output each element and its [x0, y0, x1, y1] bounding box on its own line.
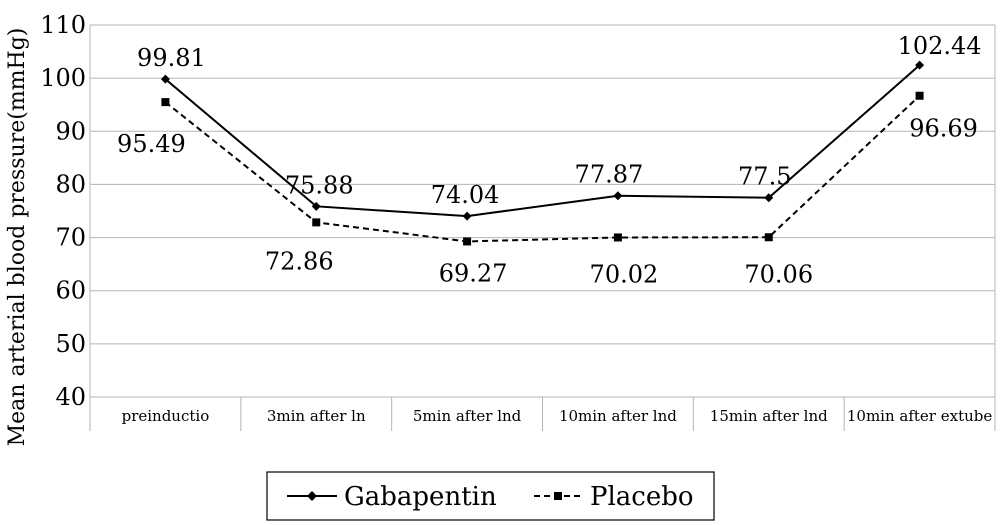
data-point-placebo [613, 233, 622, 242]
y-tick-label: 50 [55, 330, 86, 358]
data-point-placebo [915, 91, 924, 100]
data-label-placebo: 70.02 [590, 260, 659, 288]
y-tick-label: 70 [55, 224, 86, 252]
y-tick-label: 110 [40, 11, 86, 39]
data-point-gabapentin [311, 201, 321, 211]
data-label-placebo: 72.86 [265, 247, 334, 275]
legend-marker-placebo [554, 492, 562, 500]
data-point-gabapentin [462, 211, 472, 221]
data-label-placebo: 96.69 [909, 115, 978, 143]
x-tick-label: 10min after lnd [559, 407, 677, 425]
y-tick-label: 100 [40, 64, 86, 92]
y-axis-title: Mean arterial blood pressure(mmHg) [5, 28, 30, 447]
data-label-gabapentin: 77.5 [738, 163, 791, 191]
legend-label-gabapentin: Gabapentin [344, 482, 497, 512]
series-line-placebo [164, 95, 921, 243]
series-group [160, 60, 925, 246]
legend-marker-gabapentin [307, 491, 317, 501]
data-label-gabapentin: 99.81 [137, 44, 206, 72]
data-label-gabapentin: 74.04 [431, 181, 500, 209]
y-tick-label: 90 [55, 117, 86, 145]
legend-box [266, 471, 715, 521]
legend: Gabapentin Placebo [266, 471, 715, 521]
data-point-placebo [764, 233, 773, 242]
data-label-placebo: 95.49 [117, 130, 186, 158]
legend-label-placebo: Placebo [590, 482, 694, 512]
x-axis-ticks: preinductio 3min after ln 5min after lnd 10… [89, 397, 996, 431]
y-tick-label: 60 [55, 277, 86, 305]
y-tick-label: 40 [55, 383, 86, 411]
series-line-gabapentin [164, 64, 921, 218]
data-label-gabapentin: 77.87 [575, 161, 644, 189]
x-tick-label: 3min after ln [267, 407, 366, 425]
x-tick-label: 15min after lnd [710, 407, 828, 425]
y-tick-label: 80 [55, 170, 86, 198]
data-point-gabapentin [613, 191, 623, 201]
x-tick-label: 5min after lnd [413, 407, 522, 425]
data-point-placebo [463, 237, 472, 246]
data-point-gabapentin [764, 193, 774, 203]
data-label-gabapentin: 75.88 [285, 171, 354, 199]
x-tick-label: 10min after extube [847, 407, 993, 425]
data-label-gabapentin: 102.44 [898, 32, 982, 60]
data-point-placebo [161, 98, 170, 107]
data-point-gabapentin [915, 60, 925, 70]
data-labels: 99.81 75.88 74.04 77.87 77.5 102.44 95.49 72.86… [117, 32, 982, 288]
x-tick-label: preinductio [122, 407, 210, 425]
gridlines [89, 24, 996, 398]
data-label-placebo: 69.27 [439, 259, 508, 287]
data-point-gabapentin [160, 74, 170, 84]
data-point-placebo [312, 218, 321, 227]
y-axis-ticks: 40 50 60 70 80 90 100 110 [40, 11, 86, 411]
data-label-placebo: 70.06 [744, 260, 813, 288]
